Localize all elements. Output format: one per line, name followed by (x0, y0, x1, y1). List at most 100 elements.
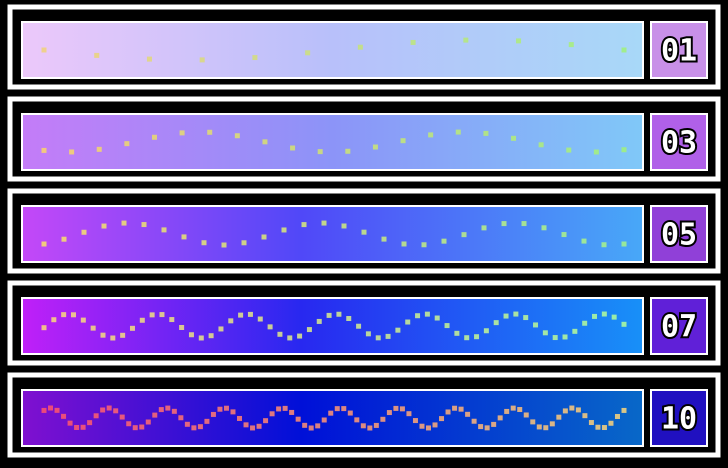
dot (463, 37, 469, 43)
dot (523, 315, 529, 321)
dot (141, 222, 147, 228)
dot (277, 331, 283, 337)
dot (90, 325, 96, 331)
dot (373, 422, 379, 428)
dot (230, 409, 236, 415)
dot (478, 424, 484, 430)
dot (41, 147, 47, 153)
dot (316, 318, 322, 324)
dot (556, 414, 562, 420)
level-row[interactable]: 07 (7, 280, 721, 366)
dot (386, 410, 392, 416)
dot (241, 240, 247, 246)
dot (101, 223, 107, 229)
dot (504, 408, 510, 414)
dot (199, 57, 205, 63)
dot (221, 242, 227, 248)
dot (262, 139, 268, 145)
dot (151, 134, 157, 140)
dot (465, 411, 471, 417)
dot (354, 417, 360, 423)
dot (243, 422, 249, 428)
dot (289, 409, 295, 415)
dot (434, 315, 440, 321)
dot (308, 425, 314, 431)
dot (263, 418, 269, 424)
dot (54, 407, 60, 413)
dot (601, 242, 607, 248)
dot (234, 133, 240, 139)
dot (267, 324, 273, 330)
dot (405, 319, 411, 325)
dot (181, 234, 187, 240)
label-box (650, 297, 708, 355)
dot (614, 413, 620, 419)
dot (204, 418, 210, 424)
dot (474, 334, 480, 340)
dot (237, 415, 243, 421)
level-row[interactable]: 03 (7, 96, 721, 182)
dot (145, 419, 151, 425)
dot (484, 425, 490, 431)
dot (252, 55, 258, 61)
level-row[interactable]: 10 (7, 372, 721, 458)
dot (152, 412, 158, 418)
dot (425, 425, 431, 431)
dot (119, 414, 125, 420)
dot (566, 147, 572, 153)
dot (483, 130, 489, 136)
dot (261, 234, 267, 240)
dot (347, 410, 353, 416)
label-box (650, 205, 708, 263)
dot (197, 424, 203, 430)
dot (139, 317, 145, 323)
dot (543, 425, 549, 431)
dot (552, 335, 558, 341)
dot (608, 420, 614, 426)
dot (341, 406, 347, 412)
dot (328, 410, 334, 416)
dot (432, 422, 438, 428)
dot (208, 333, 214, 339)
level-label: 03 (661, 126, 697, 161)
dot (380, 416, 386, 422)
dot (247, 311, 253, 317)
level-row[interactable]: 05 (7, 188, 721, 274)
dot (159, 312, 165, 318)
dot (179, 324, 185, 330)
dot (100, 332, 106, 338)
dot (400, 138, 406, 144)
dot (228, 318, 234, 324)
dot (149, 312, 155, 318)
dot (481, 225, 487, 231)
dot (395, 327, 401, 333)
dot (516, 38, 522, 44)
dot (178, 415, 184, 421)
dot (120, 332, 126, 338)
dot (428, 132, 434, 138)
dot (139, 424, 145, 430)
dot (132, 425, 138, 431)
dot (410, 39, 416, 45)
strip (21, 297, 644, 355)
strip (21, 389, 644, 447)
dot (282, 405, 288, 411)
dot (41, 407, 47, 413)
dot (454, 330, 460, 336)
dot (541, 225, 547, 231)
dot (161, 227, 167, 233)
dot (295, 416, 301, 422)
dot (317, 149, 323, 155)
dot (444, 323, 450, 329)
dot (315, 423, 321, 429)
dot (549, 421, 555, 427)
dot (124, 141, 130, 147)
dot (301, 222, 307, 228)
level-row[interactable]: 01 (7, 4, 721, 90)
dot (276, 406, 282, 412)
dot (393, 405, 399, 411)
level-label: 07 (661, 310, 697, 345)
dot (523, 412, 529, 418)
dot (501, 221, 507, 227)
dot (360, 423, 366, 429)
